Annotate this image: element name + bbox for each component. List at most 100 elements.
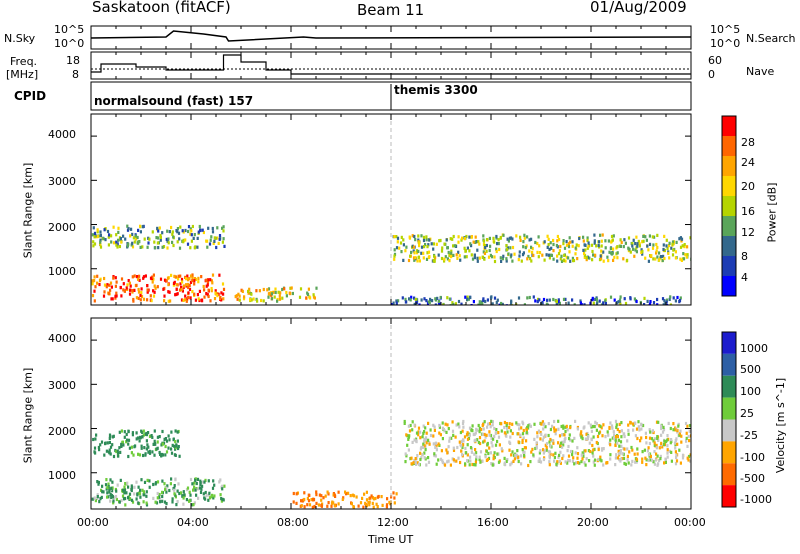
power-cb-tick-16: 16 (741, 205, 755, 218)
heatmap-cell (644, 235, 647, 239)
heatmap-cell (176, 439, 179, 443)
heatmap-cell (687, 434, 690, 439)
heatmap-cell (634, 248, 637, 252)
heatmap-cell (196, 293, 199, 297)
heatmap-cell (163, 500, 167, 504)
heatmap-cell (509, 255, 512, 259)
heatmap-cell (557, 298, 560, 302)
heatmap-cell (476, 256, 479, 260)
heatmap-cell (446, 423, 449, 427)
heatmap-cell (465, 255, 468, 259)
cpid-label: CPID (14, 89, 47, 103)
heatmap-cell (508, 425, 511, 430)
heatmap-cell (142, 429, 145, 433)
heatmap-cell (173, 444, 176, 448)
heatmap-cell (531, 447, 534, 451)
heatmap-cell (188, 490, 191, 494)
heatmap-cell (562, 443, 565, 447)
heatmap-cell (679, 257, 682, 261)
heatmap-cell (532, 453, 535, 457)
heatmap-cell (317, 503, 320, 507)
heatmap-cell (289, 286, 292, 290)
heatmap-cell (511, 245, 515, 250)
heatmap-cell (490, 255, 494, 259)
heatmap-cell (630, 445, 633, 450)
heatmap-cell (400, 235, 403, 239)
heatmap-cell (451, 429, 455, 433)
heatmap-cell (134, 234, 137, 238)
heatmap-cell (407, 424, 410, 428)
heatmap-cell (96, 234, 99, 239)
heatmap-cell (116, 449, 119, 453)
heatmap-cell (521, 432, 525, 436)
heatmap-cell (436, 296, 439, 300)
heatmap-cell (426, 251, 429, 255)
heatmap-cell (647, 453, 651, 457)
heatmap-cell (404, 460, 407, 464)
heatmap-cell (375, 502, 378, 506)
heatmap-cell (531, 247, 534, 251)
heatmap-cell (678, 448, 681, 452)
heatmap-cell (458, 440, 461, 444)
heatmap-cell (471, 462, 474, 467)
heatmap-cell (413, 302, 416, 305)
heatmap-cell (652, 257, 655, 261)
heatmap-cell (633, 297, 636, 301)
heatmap-cell (615, 435, 618, 439)
heatmap-cell (560, 424, 563, 429)
velocity-colorbar-frame (721, 331, 737, 508)
heatmap-cell (180, 285, 183, 290)
heatmap-cell (522, 450, 525, 454)
heatmap-cell (561, 445, 564, 449)
heatmap-cell (599, 254, 602, 258)
heatmap-cell (587, 434, 590, 438)
heatmap-cell (117, 238, 120, 242)
heatmap-cell (632, 247, 635, 251)
heatmap-cell (315, 493, 318, 497)
heatmap-cell (186, 242, 190, 246)
heatmap-cell (118, 446, 121, 450)
heatmap-cell (686, 444, 689, 448)
heatmap-cell (554, 451, 557, 455)
heatmap-cell (207, 288, 210, 292)
heatmap-cell (424, 438, 428, 442)
heatmap-cell (537, 297, 540, 301)
heatmap-cell (124, 482, 127, 486)
heatmap-cell (521, 438, 524, 442)
velocity-colorbar-swatch (722, 375, 736, 398)
heatmap-cell (646, 449, 649, 453)
heatmap-cell (548, 298, 551, 302)
heatmap-cell (412, 249, 415, 253)
heatmap-cell (612, 234, 615, 238)
heatmap-cell (656, 303, 659, 305)
heatmap-cell (193, 485, 196, 489)
heatmap-cell (578, 461, 581, 465)
heatmap-cell (181, 229, 184, 233)
heatmap-cell (456, 256, 459, 260)
heatmap-cell (683, 245, 686, 249)
heatmap-cell (138, 278, 141, 282)
heatmap-cell (420, 245, 424, 249)
heatmap-cell (392, 491, 395, 495)
heatmap-cell (180, 287, 183, 292)
heatmap-cell (452, 253, 455, 257)
heatmap-cell (676, 428, 679, 433)
heatmap-cell (111, 443, 114, 447)
heatmap-cell (509, 435, 512, 439)
heatmap-cell (117, 230, 120, 234)
heatmap-cell (571, 298, 574, 302)
heatmap-cell (548, 440, 551, 444)
heatmap-cell (213, 494, 216, 498)
heatmap-cell (524, 246, 527, 250)
heatmap-cell (525, 428, 528, 432)
heatmap-cell (673, 441, 677, 445)
heatmap-cell (685, 255, 688, 259)
heatmap-cell (564, 425, 567, 429)
noise-search-label: N.Search (746, 32, 796, 45)
heatmap-cell (425, 235, 428, 239)
heatmap-cell (151, 435, 154, 439)
heatmap-cell (665, 298, 669, 302)
heatmap-cell (466, 459, 469, 463)
heatmap-cell (645, 238, 648, 242)
heatmap-cell (322, 496, 325, 500)
